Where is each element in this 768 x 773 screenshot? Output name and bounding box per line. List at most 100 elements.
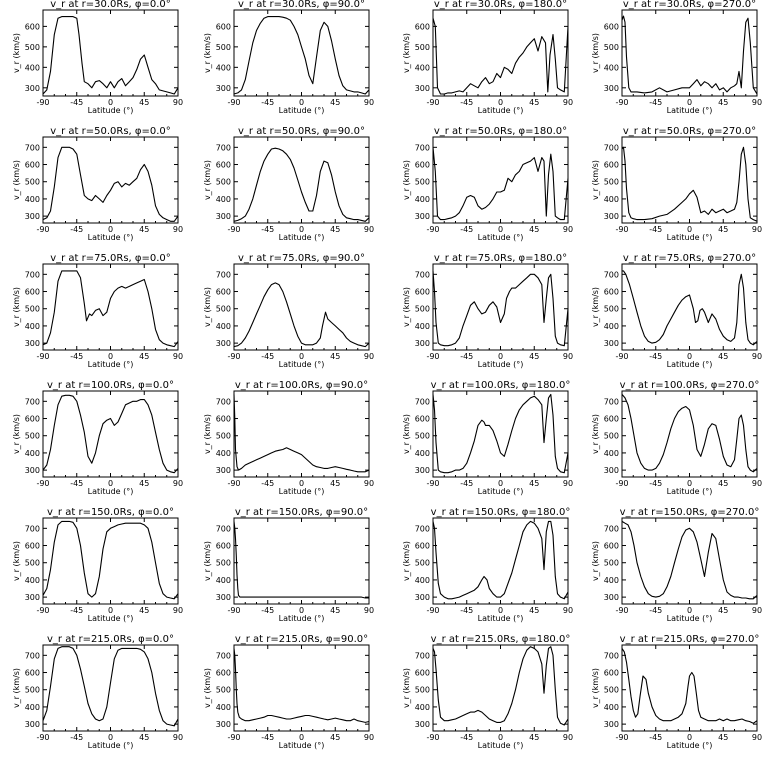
subplot-title: v_r at r=100.0Rs, φ=0.0° <box>47 380 174 391</box>
x-tick-label: -45 <box>460 479 473 488</box>
y-tick-label: 600 <box>604 22 619 31</box>
x-tick-label: 0 <box>299 352 304 361</box>
x-tick-label: 90 <box>563 98 573 107</box>
y-tick-label: 400 <box>415 195 430 204</box>
y-tick-label: 600 <box>216 669 231 678</box>
y-tick-label: 600 <box>415 669 430 678</box>
x-tick-label: 45 <box>330 98 340 107</box>
x-tick-label: 0 <box>299 479 304 488</box>
x-tick-label: 90 <box>173 352 183 361</box>
x-tick-label: 45 <box>718 606 728 615</box>
subplot-11: v_r at r=75.0Rs, φ=180.0° -90 -45 0 45 90 300 4… <box>402 253 573 369</box>
y-tick-label: 300 <box>415 593 430 602</box>
y-tick-label: 500 <box>25 178 40 187</box>
y-tick-label: 600 <box>216 161 231 170</box>
y-axis-label: v_r (km/s) <box>591 541 600 581</box>
plot-frame <box>621 390 758 478</box>
x-tick-label: 45 <box>718 98 728 107</box>
y-tick-label: 700 <box>216 651 231 660</box>
x-tick-label: 45 <box>529 479 539 488</box>
x-tick-label: 90 <box>364 98 374 107</box>
series-line <box>432 393 569 474</box>
y-tick-label: 600 <box>415 415 430 424</box>
y-tick-label: 400 <box>216 576 231 585</box>
y-tick-label: 500 <box>25 559 40 568</box>
series-line <box>432 18 569 95</box>
y-tick-label: 700 <box>415 651 430 660</box>
y-tick-label: 500 <box>415 559 430 568</box>
y-tick-label: 300 <box>415 720 430 729</box>
subplot-2: v_r at r=30.0Rs, φ=90.0° -90 -45 0 45 90 300 40… <box>203 0 374 115</box>
x-tick-label: -45 <box>261 733 274 742</box>
x-axis-label: Latitude (°) <box>88 487 134 496</box>
x-tick-label: -90 <box>36 733 49 742</box>
x-tick-label: 0 <box>498 479 503 488</box>
x-tick-label: 0 <box>108 606 113 615</box>
x-tick-label: 0 <box>498 606 503 615</box>
series-line <box>42 646 179 727</box>
subplot-title: v_r at r=150.0Rs, φ=0.0° <box>47 507 174 518</box>
y-tick-label: 700 <box>415 270 430 279</box>
x-tick-label: -90 <box>227 606 240 615</box>
x-tick-label: 90 <box>563 733 573 742</box>
series-line <box>621 648 758 724</box>
series-line <box>432 147 569 221</box>
x-tick-label: 0 <box>498 352 503 361</box>
y-axis-label: v_r (km/s) <box>203 287 212 327</box>
x-axis-label: Latitude (°) <box>279 360 325 369</box>
y-tick-label: 500 <box>216 559 231 568</box>
y-tick-label: 300 <box>25 339 40 348</box>
y-tick-label: 500 <box>415 686 430 695</box>
subplot-title: v_r at r=215.0Rs, φ=0.0° <box>47 634 174 645</box>
x-tick-label: -90 <box>615 606 628 615</box>
series-line <box>432 646 569 726</box>
y-tick-label: 600 <box>415 288 430 297</box>
x-tick-label: 90 <box>364 606 374 615</box>
x-axis-label: Latitude (°) <box>478 360 524 369</box>
y-axis-label: v_r (km/s) <box>203 160 212 200</box>
y-tick-label: 400 <box>216 322 231 331</box>
x-tick-label: 90 <box>364 352 374 361</box>
y-axis-label: v_r (km/s) <box>12 541 21 581</box>
subplot-3: v_r at r=30.0Rs, φ=180.0° -90 -45 0 45 90 300 4… <box>402 0 573 115</box>
subplot-17: v_r at r=150.0Rs, φ=0.0° -90 -45 0 45 90 300 40… <box>12 507 183 623</box>
y-axis-label: v_r (km/s) <box>402 160 411 200</box>
x-axis-label: Latitude (°) <box>478 614 524 623</box>
y-tick-label: 300 <box>216 84 231 93</box>
y-tick-label: 600 <box>415 22 430 31</box>
y-axis-label: v_r (km/s) <box>591 414 600 454</box>
y-tick-label: 500 <box>415 178 430 187</box>
y-tick-label: 400 <box>604 703 619 712</box>
y-axis-label: v_r (km/s) <box>12 33 21 73</box>
y-tick-label: 500 <box>604 178 619 187</box>
subplot-title: v_r at r=150.0Rs, φ=90.0° <box>235 507 368 518</box>
y-tick-label: 700 <box>604 397 619 406</box>
y-tick-label: 300 <box>604 84 619 93</box>
x-tick-label: -45 <box>649 225 662 234</box>
x-axis-label: Latitude (°) <box>478 487 524 496</box>
subplot-16: v_r at r=100.0Rs, φ=270.0° -90 -45 0 45 90 300… <box>591 380 762 496</box>
x-tick-label: -90 <box>615 479 628 488</box>
x-axis-label: Latitude (°) <box>279 233 325 242</box>
y-tick-label: 300 <box>604 593 619 602</box>
x-tick-label: 90 <box>173 733 183 742</box>
y-tick-label: 400 <box>604 63 619 72</box>
y-axis-label: v_r (km/s) <box>12 414 21 454</box>
x-tick-label: 45 <box>718 352 728 361</box>
x-tick-label: 90 <box>752 98 762 107</box>
x-tick-label: 90 <box>563 479 573 488</box>
subplot-title: v_r at r=30.0Rs, φ=180.0° <box>434 0 567 10</box>
subplot-title: v_r at r=30.0Rs, φ=0.0° <box>50 0 171 10</box>
x-axis-label: Latitude (°) <box>667 741 713 750</box>
series-line <box>621 394 758 473</box>
x-tick-label: 45 <box>330 225 340 234</box>
x-tick-label: 45 <box>330 479 340 488</box>
x-tick-label: 0 <box>687 98 692 107</box>
plot-frame <box>621 644 758 732</box>
y-tick-label: 400 <box>216 195 231 204</box>
y-tick-label: 700 <box>604 524 619 533</box>
plot-frame <box>42 517 179 605</box>
x-tick-label: -45 <box>460 352 473 361</box>
y-tick-label: 600 <box>415 542 430 551</box>
